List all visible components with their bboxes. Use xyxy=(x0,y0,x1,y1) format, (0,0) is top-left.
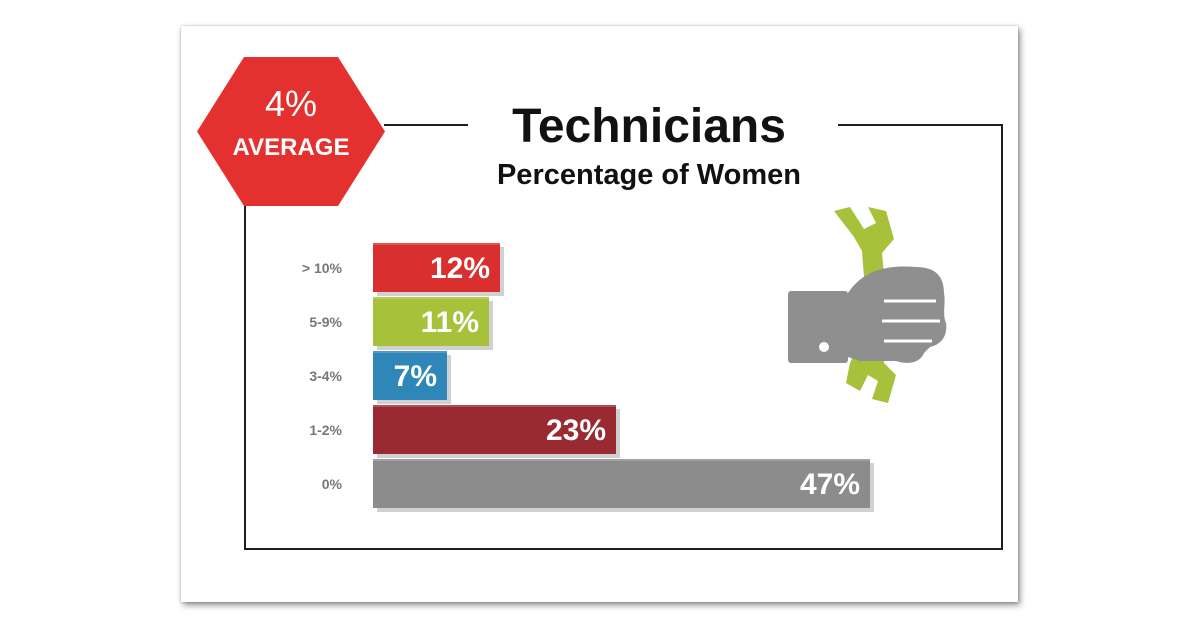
category-label: 0% xyxy=(321,476,342,492)
frame-bottom-line xyxy=(244,548,1003,550)
bar: 47% xyxy=(373,459,870,508)
average-label: AVERAGE xyxy=(232,134,350,161)
bar-value-label: 23% xyxy=(545,413,606,447)
category-label: 3-4% xyxy=(309,368,342,384)
cuff-button xyxy=(819,342,829,352)
bar-value-label: 11% xyxy=(420,305,479,339)
bar-value-label: 47% xyxy=(799,467,860,501)
frame-top-right-line xyxy=(838,124,1003,126)
bar: 7% xyxy=(373,351,447,400)
category-label: 1-2% xyxy=(309,422,342,438)
frame-top-left-line xyxy=(384,124,468,126)
chart-subtitle: Percentage of Women xyxy=(496,159,802,191)
bar: 11% xyxy=(373,297,489,346)
hand-wrench-icon xyxy=(788,207,947,403)
frame-left-line xyxy=(244,196,246,550)
average-value: 4% xyxy=(264,83,318,124)
bar-value-label: 7% xyxy=(393,359,437,393)
frame-right-line xyxy=(1001,124,1003,550)
category-label: 5-9% xyxy=(309,314,342,330)
category-label: > 10% xyxy=(301,260,342,276)
bar-value-label: 12% xyxy=(429,251,490,285)
chart-title: Technicians xyxy=(512,100,786,153)
bar: 12% xyxy=(373,243,500,292)
bar: 23% xyxy=(373,405,616,454)
